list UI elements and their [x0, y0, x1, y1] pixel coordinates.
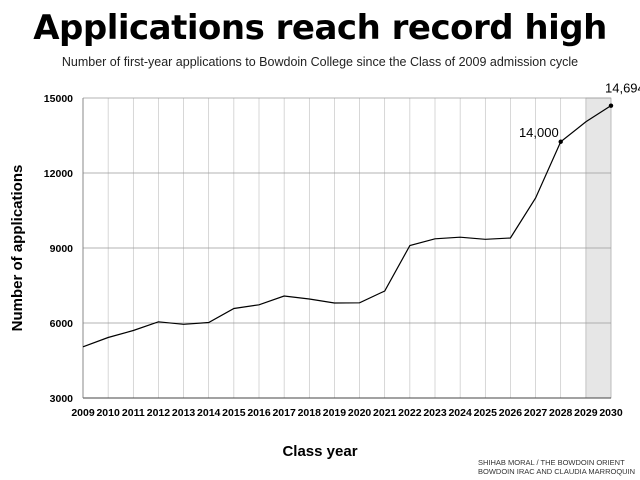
x-tick-label: 2016 — [247, 407, 271, 419]
x-tick-label: 2029 — [574, 407, 598, 419]
gridlines — [82, 97, 612, 399]
x-tick-label: 2018 — [298, 407, 322, 419]
x-tick-label: 2021 — [373, 407, 397, 419]
y-tick-label: 12000 — [44, 168, 73, 180]
y-tick-label: 9000 — [50, 243, 74, 255]
x-tick-label: 2011 — [122, 407, 145, 419]
data-label: 14,000 — [519, 125, 559, 140]
x-tick-labels: 2009 2010 2011 2012 2013 2014 2015 2016 2017 2018… — [71, 407, 623, 419]
x-tick-label: 2009 — [71, 407, 95, 419]
x-tick-label: 2014 — [197, 407, 221, 419]
data-point-marker — [608, 103, 614, 108]
x-tick-label: 2026 — [499, 407, 523, 419]
y-tick-label: 15000 — [44, 93, 73, 105]
y-tick-labels: 3000 6000 9000 12000 15000 — [44, 93, 73, 405]
chart-subtitle: Number of first-year applications to Bow… — [61, 55, 579, 69]
data-points — [558, 103, 614, 144]
data-labels: 14,000 14,694 — [519, 81, 640, 140]
x-tick-label: 2022 — [398, 407, 422, 419]
chart-title: Applications reach record high — [33, 8, 607, 48]
x-tick-label: 2012 — [147, 407, 171, 419]
series-line — [82, 105, 612, 348]
x-tick-label: 2030 — [599, 407, 623, 419]
data-label: 14,694 — [605, 81, 640, 96]
x-tick-label: 2027 — [524, 407, 548, 419]
x-tick-label: 2015 — [222, 407, 246, 419]
x-tick-label: 2025 — [474, 407, 498, 419]
x-tick-label: 2023 — [423, 407, 447, 419]
x-tick-label: 2028 — [549, 407, 573, 419]
y-tick-label: 3000 — [50, 393, 74, 405]
x-tick-label: 2010 — [96, 407, 120, 419]
data-point-marker — [558, 139, 563, 144]
x-tick-label: 2013 — [172, 407, 196, 419]
x-tick-label: 2017 — [272, 407, 296, 419]
x-axis-label: Class year — [282, 443, 357, 460]
x-tick-label: 2019 — [323, 407, 347, 419]
x-tick-label: 2024 — [448, 407, 472, 419]
y-axis-label: Number of applications — [9, 165, 26, 332]
y-tick-label: 6000 — [50, 318, 74, 330]
x-tick-label: 2020 — [348, 407, 372, 419]
credit-line-1: SHIHAB MORAL / THE BOWDOIN ORIENT — [478, 458, 625, 467]
credit-line-2: BOWDOIN IRAC AND CLAUDIA MARROQUIN — [478, 467, 636, 476]
